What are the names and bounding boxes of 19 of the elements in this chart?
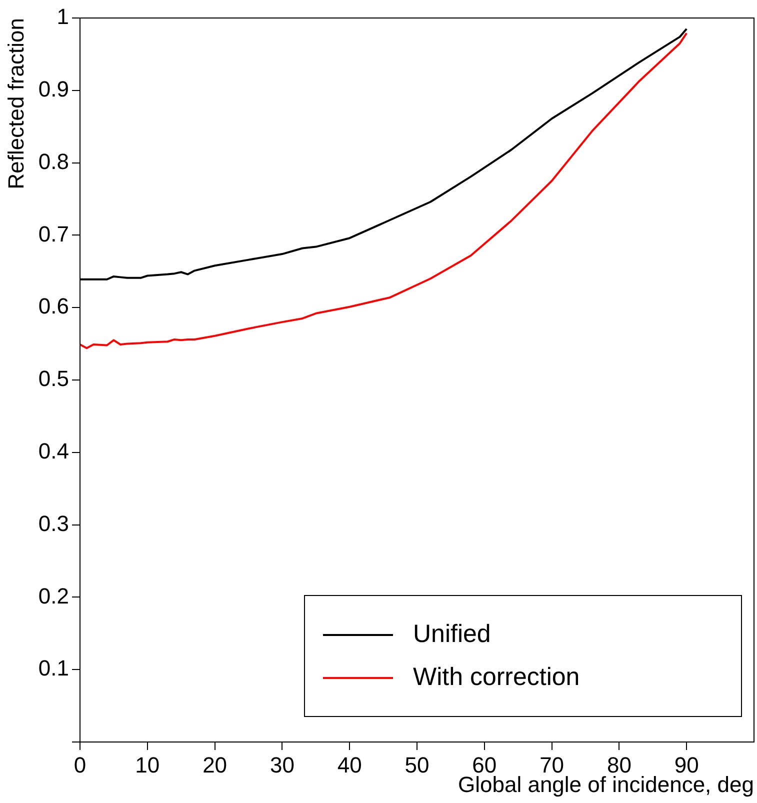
y-tick-label: 1 bbox=[56, 4, 69, 30]
x-tick-label: 30 bbox=[270, 752, 294, 778]
y-tick-label: 0.3 bbox=[38, 510, 69, 536]
y-tick-label: 0.9 bbox=[38, 76, 69, 102]
x-tick-label: 0 bbox=[74, 752, 86, 778]
legend-label: With correction bbox=[413, 663, 580, 692]
x-tick-label: 10 bbox=[135, 752, 160, 778]
y-tick-label: 0.2 bbox=[38, 583, 69, 608]
x-tick-label: 50 bbox=[404, 752, 430, 778]
y-axis-title: Reflected fraction bbox=[3, 18, 28, 190]
y-tick-label: 0.5 bbox=[38, 366, 69, 392]
x-tick-label: 40 bbox=[337, 752, 362, 778]
y-tick-label: 0.8 bbox=[38, 148, 69, 174]
y-tick-label: 0.4 bbox=[38, 438, 69, 464]
legend-label: Unified bbox=[413, 620, 491, 649]
y-tick-label: 0.7 bbox=[38, 221, 69, 246]
y-tick-label: 0.1 bbox=[38, 656, 69, 681]
x-tick-label: 20 bbox=[202, 752, 228, 778]
y-tick-label: 0.6 bbox=[38, 294, 69, 319]
